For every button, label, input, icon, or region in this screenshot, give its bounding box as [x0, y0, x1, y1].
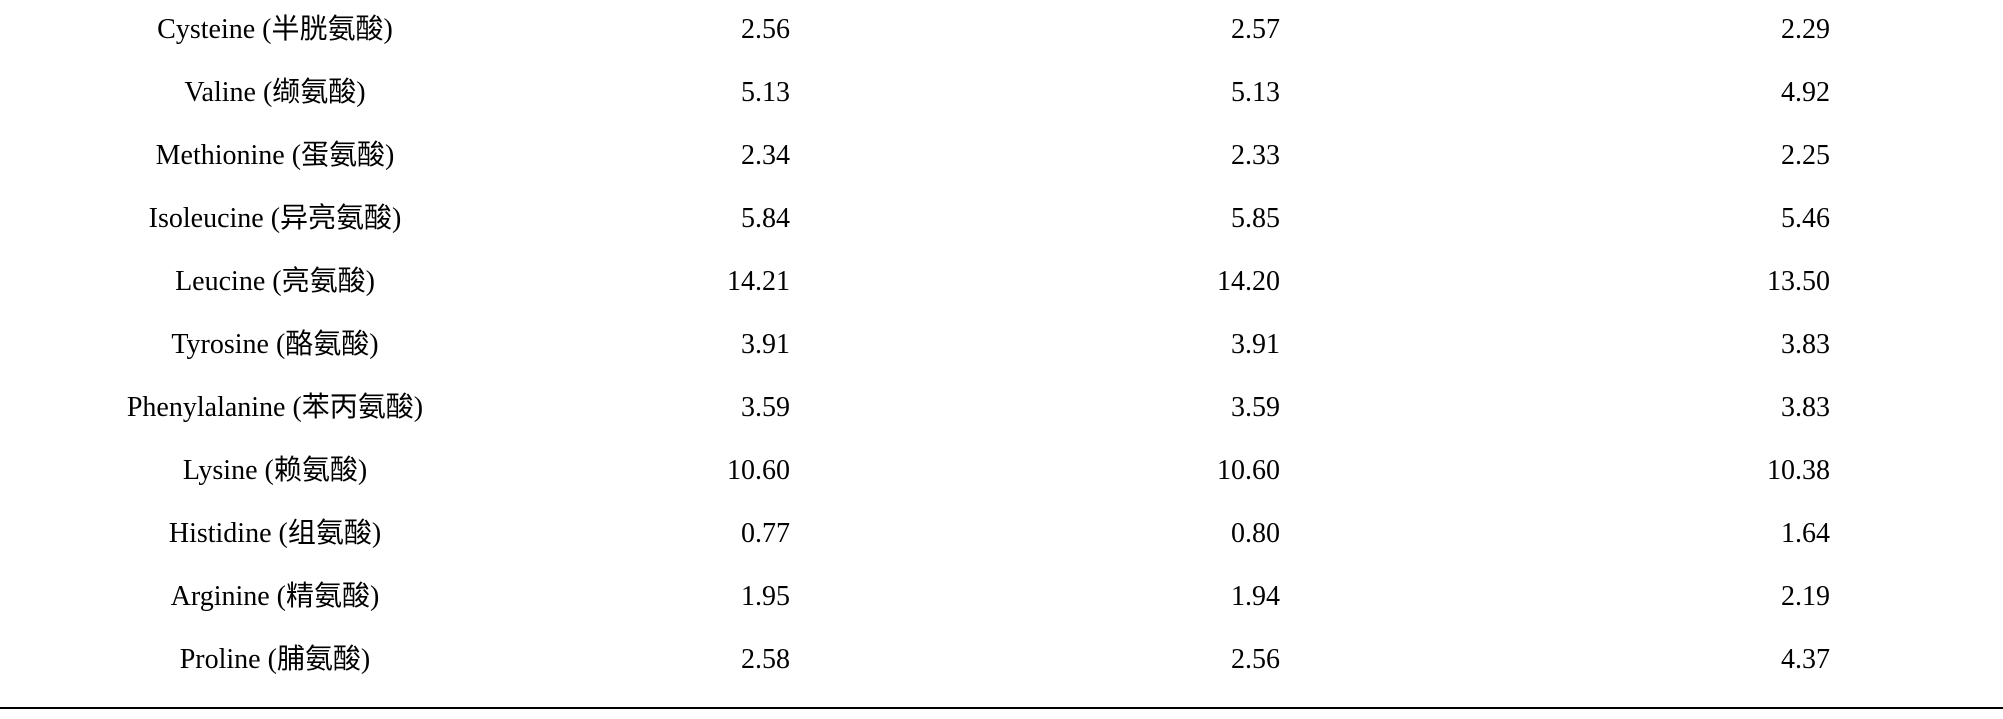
row-value-3: 2.19: [1380, 577, 1950, 618]
row-label: Valine (缬氨酸): [0, 73, 550, 114]
row-value-2: 10.60: [890, 451, 1380, 492]
row-value-1: 3.59: [550, 388, 890, 429]
table-row: Methionine (蛋氨酸) 2.34 2.33 2.25: [0, 136, 2003, 199]
row-value-1: 2.58: [550, 640, 890, 681]
row-value-2: 5.85: [890, 199, 1380, 240]
row-value-3: 2.29: [1380, 10, 1950, 51]
row-value-2: 14.20: [890, 262, 1380, 303]
row-label: Isoleucine (异亮氨酸): [0, 199, 550, 240]
row-label: Methionine (蛋氨酸): [0, 136, 550, 177]
table-row: Phenylalanine (苯丙氨酸) 3.59 3.59 3.83: [0, 388, 2003, 451]
row-value-3: 10.38: [1380, 451, 1950, 492]
row-label: Leucine (亮氨酸): [0, 262, 550, 303]
row-value-1: 0.77: [550, 514, 890, 555]
row-value-2: 2.57: [890, 10, 1380, 51]
row-value-2: 2.56: [890, 640, 1380, 681]
row-label: Arginine (精氨酸): [0, 577, 550, 618]
table-row: Isoleucine (异亮氨酸) 5.84 5.85 5.46: [0, 199, 2003, 262]
row-value-1: 2.56: [550, 10, 890, 51]
row-label: Tyrosine (酪氨酸): [0, 325, 550, 366]
row-value-3: 3.83: [1380, 325, 1950, 366]
row-label: Proline (脯氨酸): [0, 640, 550, 681]
row-value-1: 14.21: [550, 262, 890, 303]
table-row: Cysteine (半胱氨酸) 2.56 2.57 2.29: [0, 10, 2003, 73]
row-label: Histidine (组氨酸): [0, 514, 550, 555]
row-value-3: 13.50: [1380, 262, 1950, 303]
row-value-1: 5.13: [550, 73, 890, 114]
row-value-1: 1.95: [550, 577, 890, 618]
row-value-3: 2.25: [1380, 136, 1950, 177]
row-label: Phenylalanine (苯丙氨酸): [0, 388, 550, 429]
row-value-3: 4.37: [1380, 640, 1950, 681]
row-value-2: 1.94: [890, 577, 1380, 618]
row-value-2: 0.80: [890, 514, 1380, 555]
row-value-3: 4.92: [1380, 73, 1950, 114]
table-row: Lysine (赖氨酸) 10.60 10.60 10.38: [0, 451, 2003, 514]
table-row: Proline (脯氨酸) 2.58 2.56 4.37: [0, 640, 2003, 703]
row-value-2: 5.13: [890, 73, 1380, 114]
row-value-2: 2.33: [890, 136, 1380, 177]
row-value-2: 3.59: [890, 388, 1380, 429]
row-value-1: 10.60: [550, 451, 890, 492]
table-row: Arginine (精氨酸) 1.95 1.94 2.19: [0, 577, 2003, 640]
table-row: Valine (缬氨酸) 5.13 5.13 4.92: [0, 73, 2003, 136]
amino-acid-table: Cysteine (半胱氨酸) 2.56 2.57 2.29 Valine (缬…: [0, 10, 2003, 709]
row-value-3: 3.83: [1380, 388, 1950, 429]
row-value-1: 3.91: [550, 325, 890, 366]
row-label: Lysine (赖氨酸): [0, 451, 550, 492]
table-row: Tyrosine (酪氨酸) 3.91 3.91 3.83: [0, 325, 2003, 388]
row-value-1: 5.84: [550, 199, 890, 240]
table-row: Leucine (亮氨酸) 14.21 14.20 13.50: [0, 262, 2003, 325]
row-value-1: 2.34: [550, 136, 890, 177]
row-label: Cysteine (半胱氨酸): [0, 10, 550, 51]
row-value-3: 1.64: [1380, 514, 1950, 555]
row-value-3: 5.46: [1380, 199, 1950, 240]
row-value-2: 3.91: [890, 325, 1380, 366]
table-row: Histidine (组氨酸) 0.77 0.80 1.64: [0, 514, 2003, 577]
